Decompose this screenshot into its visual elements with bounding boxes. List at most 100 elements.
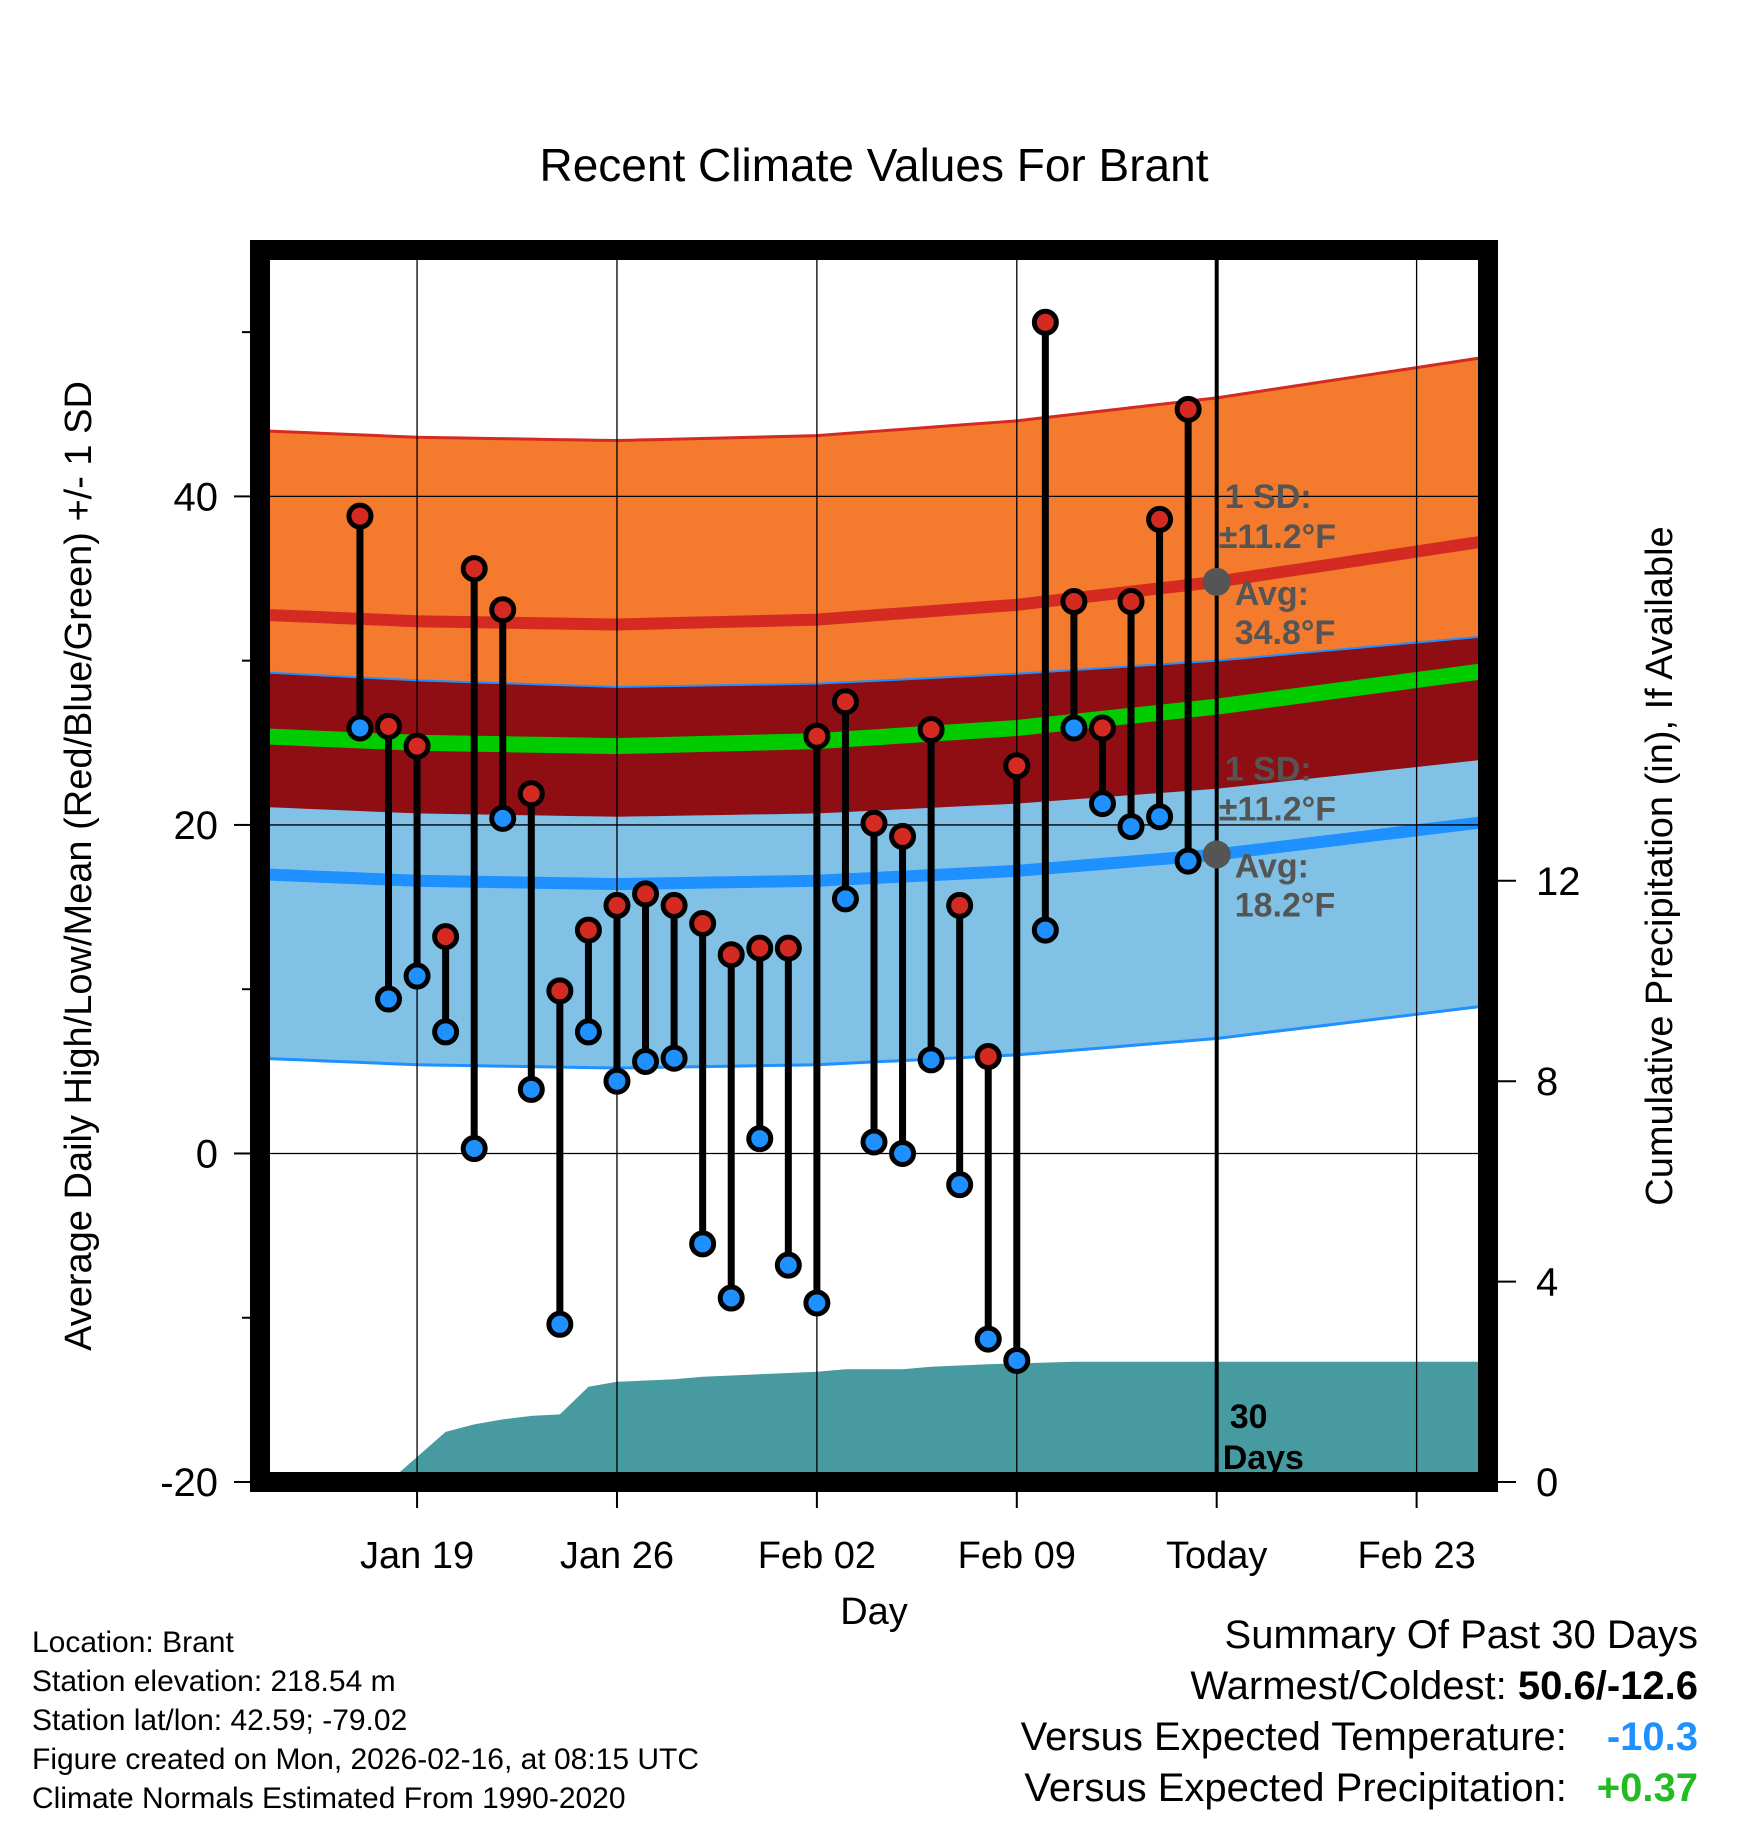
- daily-low-point: [574, 1018, 602, 1046]
- y-tick-label: 0: [196, 1132, 218, 1176]
- created-text: Figure created on Mon, 2026-02-16, at 08…: [32, 1743, 700, 1776]
- daily-high-point: [603, 891, 631, 919]
- daily-low-point: [889, 1139, 917, 1167]
- daily-low-point: [946, 1171, 974, 1199]
- daily-high-point: [803, 722, 831, 750]
- daily-high-point: [460, 555, 488, 583]
- daily-low-point: [546, 1310, 574, 1338]
- y2-tick-label: 0: [1536, 1461, 1558, 1505]
- daily-high-point: [917, 716, 945, 744]
- high-sd-label: 1 SD:: [1225, 478, 1312, 516]
- daily-high-point: [1060, 588, 1088, 616]
- daily-low-point: [1031, 916, 1059, 944]
- y-tick-label: -20: [160, 1461, 218, 1505]
- x-tick-label: Today: [1166, 1535, 1267, 1577]
- y2-tick-label: 8: [1536, 1060, 1558, 1104]
- x-tick-label: Feb 09: [958, 1535, 1076, 1577]
- daily-low-point: [717, 1284, 745, 1312]
- x-axis-label: Day: [840, 1591, 908, 1633]
- warmest-coldest-value: 50.6/-12.6: [1517, 1664, 1698, 1708]
- daily-high-point: [974, 1043, 1002, 1071]
- daily-high-point: [1003, 752, 1031, 780]
- low-avg-label: Avg:: [1235, 848, 1309, 886]
- station-info: Location: Brant Station elevation: 218.5…: [32, 1623, 699, 1818]
- daily-low-point: [1174, 847, 1202, 875]
- x-tick-label: Feb 23: [1357, 1535, 1475, 1577]
- low-avg-marker: [1202, 840, 1231, 869]
- daily-low-point: [803, 1289, 831, 1317]
- daily-high-point: [946, 891, 974, 919]
- daily-low-point: [774, 1251, 802, 1279]
- daily-low-point: [632, 1047, 660, 1075]
- daily-low-point: [460, 1135, 488, 1163]
- daily-high-point: [403, 732, 431, 760]
- daily-low-point: [489, 804, 517, 832]
- low-avg-value: 18.2°F: [1235, 887, 1336, 925]
- daily-high-point: [689, 909, 717, 937]
- summary-panel: Summary Of Past 30 Days Warmest/Coldest:…: [1021, 1610, 1698, 1814]
- high-avg-value: 34.8°F: [1235, 614, 1336, 652]
- summary-warmest-coldest: Warmest/Coldest: 50.6/-12.6: [1021, 1661, 1698, 1712]
- high-sd-value: ±11.2°F: [1219, 518, 1336, 556]
- chart-title: Recent Climate Values For Brant: [540, 139, 1209, 191]
- daily-low-point: [831, 885, 859, 913]
- daily-high-point: [746, 934, 774, 962]
- daily-high-point: [375, 712, 403, 740]
- daily-high-point: [860, 809, 888, 837]
- daily-high-point: [432, 923, 460, 951]
- daily-low-point: [746, 1125, 774, 1153]
- daily-low-point: [517, 1075, 545, 1103]
- daily-low-point: [689, 1230, 717, 1258]
- daily-high-point: [574, 916, 602, 944]
- period-number: 30: [1230, 1398, 1268, 1436]
- elevation-text: Station elevation: 218.54 m: [32, 1665, 396, 1698]
- daily-low-point: [860, 1128, 888, 1156]
- daily-high-point: [1088, 714, 1116, 742]
- x-tick-label: Jan 26: [560, 1535, 674, 1577]
- daily-high-point: [546, 977, 574, 1005]
- high-avg-label: Avg:: [1235, 575, 1309, 613]
- precip-area: [260, 1361, 1488, 1482]
- precip-label: Versus Expected Precipitation:: [1024, 1766, 1567, 1810]
- precip-value: +0.37: [1596, 1766, 1698, 1810]
- low-sd-label: 1 SD:: [1225, 751, 1312, 789]
- daily-low-point: [660, 1044, 688, 1072]
- daily-low-point: [603, 1067, 631, 1095]
- daily-low-point: [375, 985, 403, 1013]
- summary-title: Summary Of Past 30 Days: [1224, 1613, 1698, 1657]
- daily-high-point: [660, 891, 688, 919]
- y2-tick-label: 4: [1536, 1261, 1558, 1305]
- daily-low-point: [1003, 1346, 1031, 1374]
- daily-high-point: [889, 822, 917, 850]
- latlon-text: Station lat/lon: 42.59; -79.02: [32, 1704, 408, 1737]
- normal-mean-band: [260, 636, 1488, 817]
- daily-low-point: [1117, 813, 1145, 841]
- x-tick-label: Feb 02: [758, 1535, 876, 1577]
- daily-high-point: [489, 596, 517, 624]
- daily-high-point: [346, 502, 374, 530]
- period-unit: Days: [1223, 1439, 1304, 1477]
- y-tick-label: 20: [174, 804, 219, 848]
- daily-low-point: [1088, 790, 1116, 818]
- daily-high-point: [831, 688, 859, 716]
- daily-high-point: [717, 941, 745, 969]
- normals-text: Climate Normals Estimated From 1990-2020: [32, 1782, 626, 1815]
- daily-high-point: [517, 780, 545, 808]
- daily-low-point: [974, 1325, 1002, 1353]
- summary-temp: Versus Expected Temperature: -10.3: [1021, 1712, 1698, 1763]
- daily-high-point: [1146, 505, 1174, 533]
- high-avg-marker: [1202, 567, 1231, 596]
- x-tick-label: Jan 19: [360, 1535, 474, 1577]
- daily-high-point: [774, 934, 802, 962]
- temp-label: Versus Expected Temperature:: [1020, 1715, 1567, 1759]
- summary-precip: Versus Expected Precipitation: +0.37: [1021, 1763, 1698, 1814]
- daily-low-point: [346, 714, 374, 742]
- y-tick-label: 40: [174, 475, 219, 519]
- location-text: Location: Brant: [32, 1626, 234, 1659]
- daily-low-point: [917, 1046, 945, 1074]
- temp-value: -10.3: [1606, 1715, 1698, 1759]
- plot-frame: [250, 240, 1498, 1492]
- low-sd-value: ±11.2°F: [1219, 791, 1336, 829]
- y-axis-label: Average Daily High/Low/Mean (Red/Blue/Gr…: [58, 381, 100, 1351]
